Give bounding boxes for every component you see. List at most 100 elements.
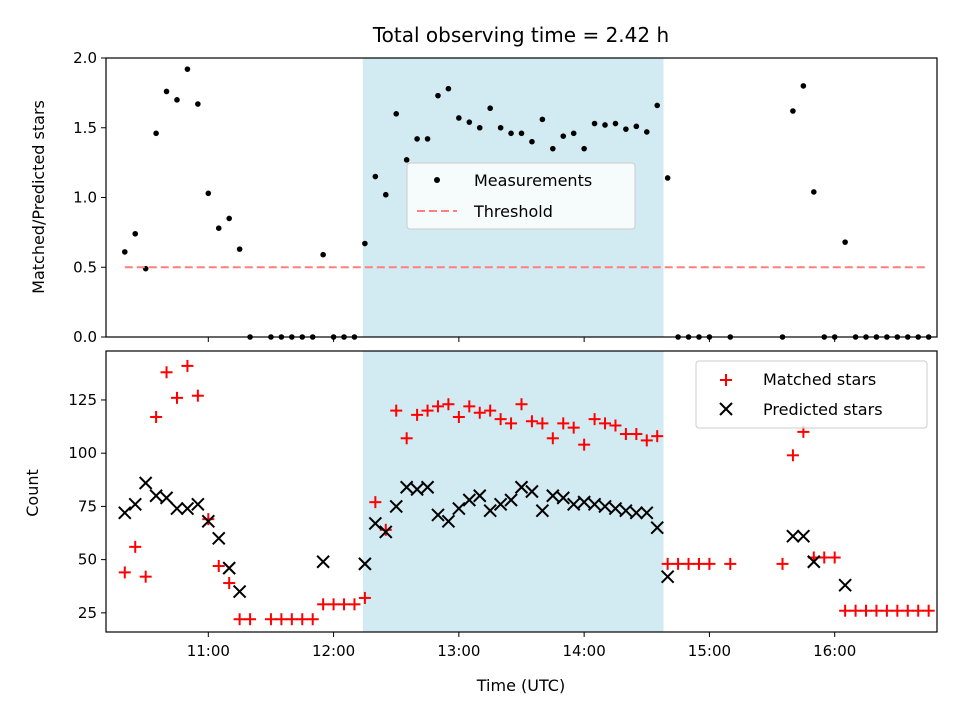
y-tick-label: 1.5 <box>73 119 97 137</box>
measurements-point <box>362 240 368 247</box>
predicted-stars-point <box>587 497 602 511</box>
predicted-stars-point <box>796 529 811 543</box>
bottom-panel: 25 50 75 100 125 11:00 12:00 13:00 14:00 15:00 16… <box>23 350 938 695</box>
predicted-stars-point <box>483 503 497 518</box>
measurements-point <box>560 133 567 139</box>
predicted-stars-point <box>608 501 623 516</box>
predicted-stars-point <box>629 506 644 520</box>
matched-stars-point <box>411 408 424 421</box>
matched-stars-point <box>922 604 935 617</box>
x-tick-label: 11:00 <box>187 642 230 660</box>
predicted-stars-point <box>431 508 445 522</box>
bottom-legend-box <box>695 360 928 429</box>
matched-stars-point <box>327 598 340 611</box>
measurements-point <box>163 88 170 95</box>
measurements-point <box>529 138 535 145</box>
matched-stars-point <box>369 496 382 509</box>
matched-stars-point <box>379 523 392 536</box>
measurements-point <box>842 239 848 245</box>
matched-stars-point <box>786 449 799 462</box>
measurements-point <box>132 230 139 237</box>
y-tick-label: 100 <box>68 444 97 462</box>
matched-stars-point <box>264 613 277 626</box>
y-tick-label: 2.0 <box>73 49 97 67</box>
measurements-point <box>414 136 420 142</box>
predicted-stars-point <box>566 497 581 511</box>
predicted-stars-point <box>358 557 372 571</box>
matched-stars-point <box>160 366 173 379</box>
matched-stars-point <box>567 421 580 434</box>
bottom-legend: Matched stars Predicted stars <box>695 360 928 429</box>
matched-stars-point <box>672 557 685 570</box>
matched-stars-point <box>588 413 601 426</box>
measurements-point <box>591 120 598 127</box>
legend-label-threshold: Threshold <box>473 202 553 221</box>
predicted-stars-point <box>191 497 205 511</box>
predicted-stars-point <box>452 501 466 516</box>
matched-stars-point <box>118 566 131 579</box>
predicted-stars-point <box>493 497 508 511</box>
top-y-axis: 0.0 0.5 1.0 1.5 2.0 <box>73 49 106 346</box>
matched-stars-point <box>630 428 643 441</box>
measurements-point <box>184 66 191 72</box>
matched-stars-point <box>525 415 538 428</box>
matched-stars-point <box>139 570 152 583</box>
measurements-point <box>445 85 452 92</box>
x-tick-label: 15:00 <box>688 642 731 660</box>
predicted-stars-point <box>389 499 403 514</box>
measurements-point <box>121 249 128 255</box>
matched-stars-point <box>682 557 695 570</box>
matched-stars-point <box>661 557 674 570</box>
matched-stars-point <box>692 557 705 570</box>
matched-stars-point <box>296 613 309 626</box>
measurements-point <box>643 129 650 135</box>
matched-stars-point <box>170 391 183 404</box>
matched-stars-point <box>724 557 737 570</box>
matched-stars-point <box>484 404 497 417</box>
matched-stars-point <box>358 591 371 604</box>
bottom-y-axis: 25 50 75 100 125 <box>68 391 106 622</box>
measurements-point <box>320 251 326 258</box>
matched-stars-point <box>891 604 904 617</box>
matched-stars-point <box>400 432 413 445</box>
predicted-stars-point <box>535 503 550 518</box>
measurements-point <box>215 225 222 231</box>
measurements-point <box>174 97 180 103</box>
matched-stars-point <box>431 400 444 413</box>
measurements-point <box>508 130 514 137</box>
bottom-y-axis-label: Count <box>23 469 42 517</box>
predicted-stars-point <box>462 493 477 507</box>
matched-stars-point <box>473 406 486 419</box>
bottom-plot-series <box>118 359 935 626</box>
measurements-point <box>487 105 493 112</box>
predicted-stars-point <box>232 584 247 599</box>
matched-stars-point <box>505 417 518 430</box>
predicted-stars-point <box>504 493 518 507</box>
measurements-point <box>372 173 379 180</box>
measurements-point <box>456 115 462 121</box>
matched-stars-point <box>306 613 319 626</box>
measurements-point <box>497 124 504 131</box>
matched-stars-point <box>202 513 215 526</box>
predicted-stars-point <box>838 578 852 592</box>
top-panel: 0.00.51.01.52.0 Matched/Predicted stars … <box>29 49 938 346</box>
measurements-point <box>403 157 410 163</box>
predicted-stars-point <box>650 520 664 535</box>
predicted-stars-point <box>316 555 330 569</box>
measurements-point <box>790 108 796 114</box>
matched-stars-point <box>546 432 559 445</box>
predicted-stars-point <box>640 506 654 520</box>
measurements-point <box>476 124 483 131</box>
matched-stars-point <box>212 560 225 573</box>
predicted-stars-point <box>149 489 163 503</box>
matched-stars-point <box>828 551 841 564</box>
measurements-point <box>466 119 473 125</box>
predicted-stars-point <box>525 484 539 499</box>
matched-stars-point <box>129 540 142 553</box>
legend-marker-measurements <box>434 177 440 183</box>
matched-stars-point <box>191 389 204 402</box>
predicted-stars-point <box>170 501 184 516</box>
matched-stars-point <box>536 417 549 430</box>
predicted-stars-point <box>379 525 393 539</box>
measurements-point <box>800 83 807 89</box>
